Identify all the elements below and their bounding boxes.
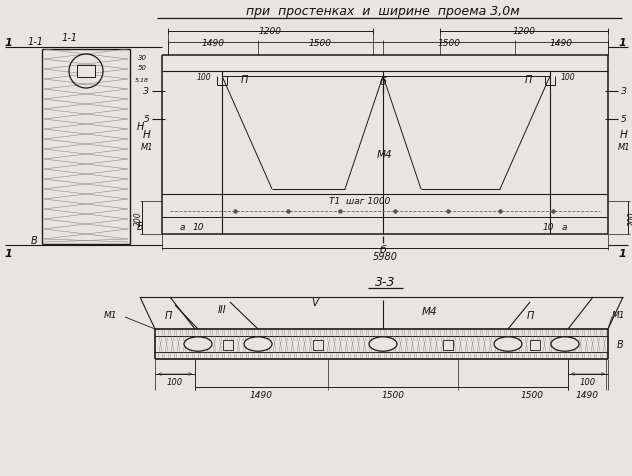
Text: 100: 100 bbox=[561, 73, 575, 82]
Text: З: З bbox=[621, 86, 627, 95]
Text: М1: М1 bbox=[141, 143, 154, 152]
Text: В: В bbox=[30, 236, 37, 246]
Text: 1: 1 bbox=[618, 248, 626, 258]
Text: а: а bbox=[179, 223, 185, 232]
Bar bbox=[313, 340, 323, 350]
Text: 3-3: 3-3 bbox=[375, 276, 395, 289]
Text: 1-1: 1-1 bbox=[28, 37, 44, 47]
Text: 100: 100 bbox=[167, 378, 183, 387]
Text: 50: 50 bbox=[138, 65, 147, 71]
Text: Н: Н bbox=[137, 122, 143, 132]
Text: 1500: 1500 bbox=[521, 391, 544, 400]
Text: М1: М1 bbox=[611, 310, 625, 319]
Text: 1200: 1200 bbox=[513, 28, 535, 37]
Text: 5: 5 bbox=[621, 115, 627, 124]
Text: 1500: 1500 bbox=[382, 391, 404, 400]
Text: 1490: 1490 bbox=[550, 39, 573, 48]
Text: Н: Н bbox=[143, 130, 151, 140]
Text: при  простенках  и  ширине  проема 3,0м: при простенках и ширине проема 3,0м bbox=[246, 6, 520, 19]
Text: П: П bbox=[164, 310, 172, 320]
Text: 1200: 1200 bbox=[259, 28, 282, 37]
Text: а: а bbox=[561, 223, 567, 232]
Text: 5: 5 bbox=[144, 115, 150, 124]
Text: Т1  шаг 1000: Т1 шаг 1000 bbox=[329, 197, 391, 206]
Text: V: V bbox=[312, 298, 319, 307]
Text: В: В bbox=[137, 221, 143, 231]
Bar bbox=[530, 340, 540, 350]
Text: 100: 100 bbox=[580, 378, 596, 387]
Text: 1490: 1490 bbox=[202, 39, 224, 48]
Text: 200: 200 bbox=[133, 211, 142, 226]
Text: М4: М4 bbox=[422, 307, 438, 317]
Bar bbox=[443, 340, 453, 350]
Text: 1490: 1490 bbox=[576, 391, 599, 400]
Text: 10: 10 bbox=[542, 223, 554, 232]
Text: 10: 10 bbox=[192, 223, 204, 232]
Text: З: З bbox=[143, 86, 149, 95]
Text: 100: 100 bbox=[197, 73, 211, 82]
Ellipse shape bbox=[244, 337, 272, 351]
Text: 1500: 1500 bbox=[309, 39, 332, 48]
Text: 1-1: 1-1 bbox=[62, 33, 78, 43]
Bar bbox=[223, 340, 233, 350]
Text: 5.18: 5.18 bbox=[135, 77, 149, 82]
Text: П: П bbox=[526, 310, 533, 320]
Text: 1: 1 bbox=[618, 38, 626, 48]
Text: 30: 30 bbox=[138, 55, 147, 61]
Text: 200: 200 bbox=[628, 211, 632, 226]
Text: б: б bbox=[380, 77, 386, 87]
Text: 1: 1 bbox=[4, 248, 12, 258]
Text: 1: 1 bbox=[4, 38, 12, 48]
Text: 1500: 1500 bbox=[437, 39, 461, 48]
Text: В: В bbox=[617, 339, 623, 349]
Text: М1: М1 bbox=[617, 143, 630, 152]
Ellipse shape bbox=[184, 337, 212, 351]
Ellipse shape bbox=[369, 337, 397, 351]
Text: б: б bbox=[380, 245, 386, 255]
Text: Н: Н bbox=[620, 130, 628, 140]
Ellipse shape bbox=[494, 337, 522, 351]
Text: П: П bbox=[240, 75, 248, 85]
Text: П: П bbox=[525, 75, 532, 85]
Ellipse shape bbox=[551, 337, 579, 351]
Text: М1: М1 bbox=[103, 310, 117, 319]
Text: 1490: 1490 bbox=[250, 391, 273, 400]
Text: М4: М4 bbox=[377, 149, 393, 159]
Text: 5980: 5980 bbox=[372, 251, 398, 261]
Bar bbox=[77, 66, 95, 78]
Text: III: III bbox=[217, 304, 226, 314]
